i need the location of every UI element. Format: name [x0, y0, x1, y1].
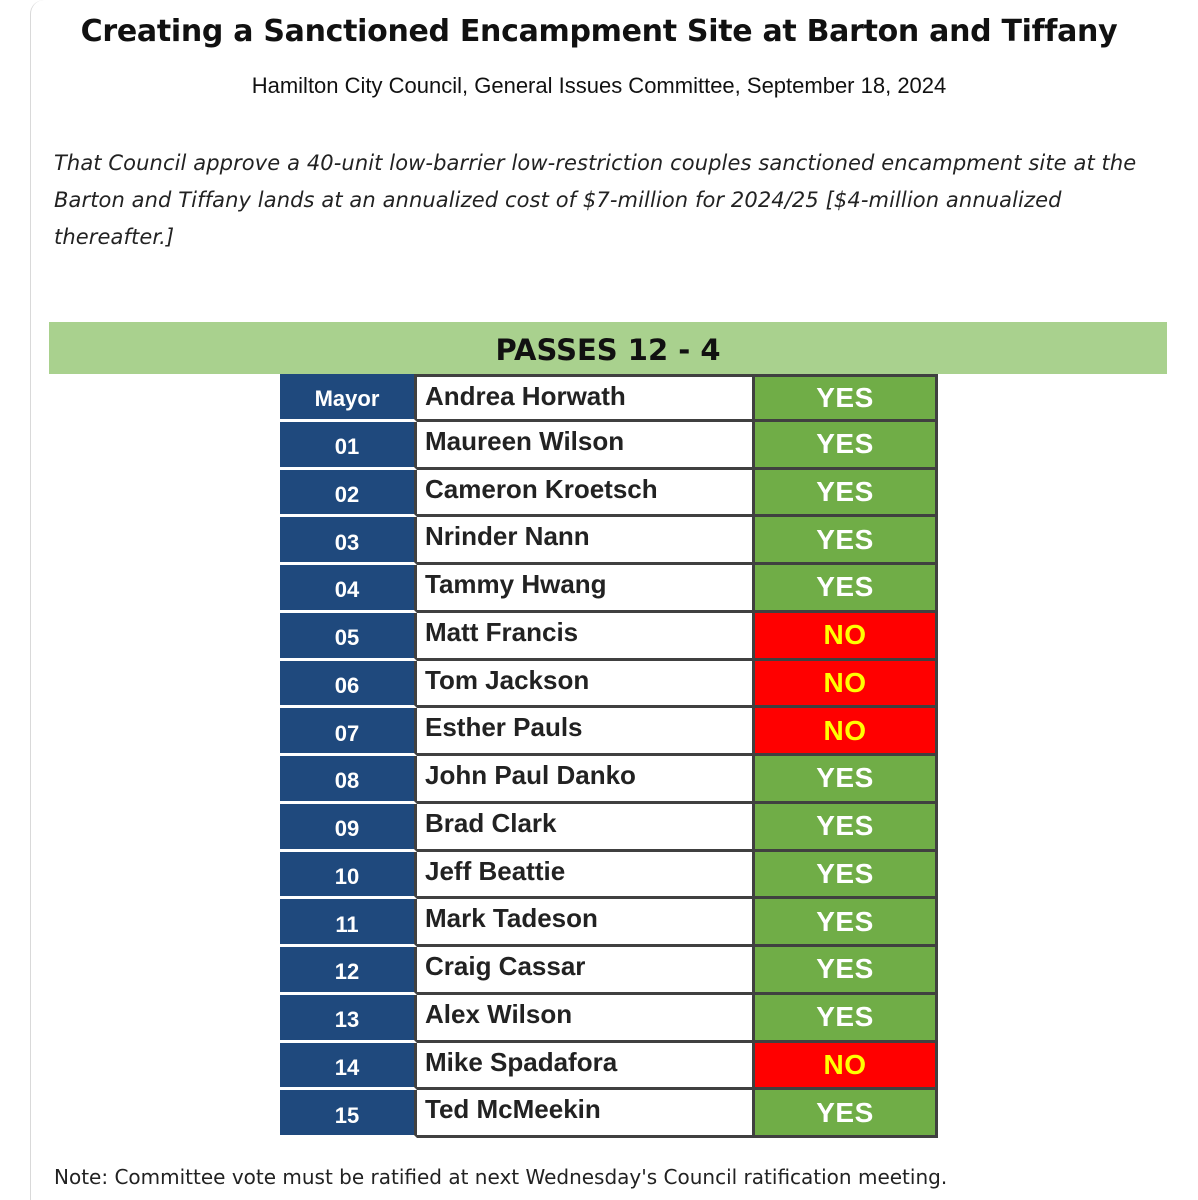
ward-cell: 05	[280, 612, 417, 661]
councillor-name: Esther Pauls	[417, 708, 752, 756]
vote-yes-cell: YES	[752, 756, 938, 804]
vote-row: 09 Brad Clark YES	[280, 803, 938, 852]
vote-yes-cell: YES	[752, 947, 938, 995]
ward-cell: 09	[280, 803, 417, 852]
vote-yes-cell: YES	[752, 517, 938, 565]
vote-no-cell: NO	[752, 660, 938, 709]
vote-row: 08 John Paul Danko YES	[280, 756, 938, 804]
councillor-name: Brad Clark	[417, 803, 752, 852]
ward-cell: 06	[280, 660, 417, 709]
vote-row: 12 Craig Cassar YES	[280, 947, 938, 995]
vote-row: 03 Nrinder Nann YES	[280, 517, 938, 565]
vote-yes-cell: YES	[752, 994, 938, 1043]
vote-row: 02 Cameron Kroetsch YES	[280, 469, 938, 518]
vote-yes-cell: YES	[752, 469, 938, 518]
ward-cell: 02	[280, 469, 417, 518]
vote-no-cell: NO	[752, 612, 938, 661]
vote-row: 06 Tom Jackson NO	[280, 660, 938, 709]
vote-yes-cell: YES	[752, 421, 938, 470]
vote-yes-cell: YES	[752, 565, 938, 613]
vote-row: Mayor Andrea Horwath YES	[280, 374, 938, 422]
councillor-name: Ted McMeekin	[417, 1090, 752, 1138]
footnote: Note: Committee vote must be ratified at…	[54, 1165, 948, 1189]
councillor-name: Andrea Horwath	[417, 374, 752, 422]
councillor-name: John Paul Danko	[417, 756, 752, 804]
vote-yes-cell: YES	[752, 374, 938, 422]
vote-table: Mayor Andrea Horwath YES 01 Maureen Wilson YE…	[280, 374, 938, 1138]
councillor-name: Mark Tadeson	[417, 899, 752, 947]
vote-yes-cell: YES	[752, 851, 938, 900]
councillor-name: Tom Jackson	[417, 660, 752, 709]
vote-row: 05 Matt Francis NO	[280, 612, 938, 661]
ward-cell: 15	[280, 1090, 417, 1138]
page-title: Creating a Sanctioned Encampment Site at…	[80, 14, 1118, 49]
councillor-name: Tammy Hwang	[417, 565, 752, 613]
vote-row: 15 Ted McMeekin YES	[280, 1090, 938, 1138]
page-subtitle: Hamilton City Council, General Issues Co…	[251, 73, 947, 98]
vote-no-cell: NO	[752, 1042, 938, 1091]
vote-row: 07 Esther Pauls NO	[280, 708, 938, 756]
ward-cell: 03	[280, 517, 417, 565]
ward-cell: 14	[280, 1042, 417, 1091]
vote-yes-cell: YES	[752, 803, 938, 852]
vote-yes-cell: YES	[752, 1090, 938, 1138]
ward-cell: 01	[280, 421, 417, 470]
councillor-name: Nrinder Nann	[417, 517, 752, 565]
councillor-name: Matt Francis	[417, 612, 752, 661]
ward-cell: 12	[280, 947, 417, 995]
councillor-name: Jeff Beattie	[417, 851, 752, 900]
vote-no-cell: NO	[752, 708, 938, 756]
ward-cell: 04	[280, 565, 417, 613]
vote-result-banner: PASSES 12 - 4	[49, 322, 1167, 374]
vote-row: 10 Jeff Beattie YES	[280, 851, 938, 900]
ward-cell: 13	[280, 994, 417, 1043]
vote-row: 13 Alex Wilson YES	[280, 994, 938, 1043]
ward-cell: 07	[280, 708, 417, 756]
councillor-name: Craig Cassar	[417, 947, 752, 995]
vote-yes-cell: YES	[752, 899, 938, 947]
vote-row: 01 Maureen Wilson YES	[280, 421, 938, 470]
ward-cell: 11	[280, 899, 417, 947]
councillor-name: Alex Wilson	[417, 994, 752, 1043]
vote-row: 04 Tammy Hwang YES	[280, 565, 938, 613]
councillor-name: Maureen Wilson	[417, 421, 752, 470]
ward-cell: 08	[280, 756, 417, 804]
motion-text: That Council approve a 40-unit low-barri…	[54, 151, 1137, 249]
vote-row: 11 Mark Tadeson YES	[280, 899, 938, 947]
councillor-name: Cameron Kroetsch	[417, 469, 752, 518]
vote-row: 14 Mike Spadafora NO	[280, 1042, 938, 1091]
ward-cell: 10	[280, 851, 417, 900]
councillor-name: Mike Spadafora	[417, 1042, 752, 1091]
ward-cell: Mayor	[280, 374, 417, 422]
